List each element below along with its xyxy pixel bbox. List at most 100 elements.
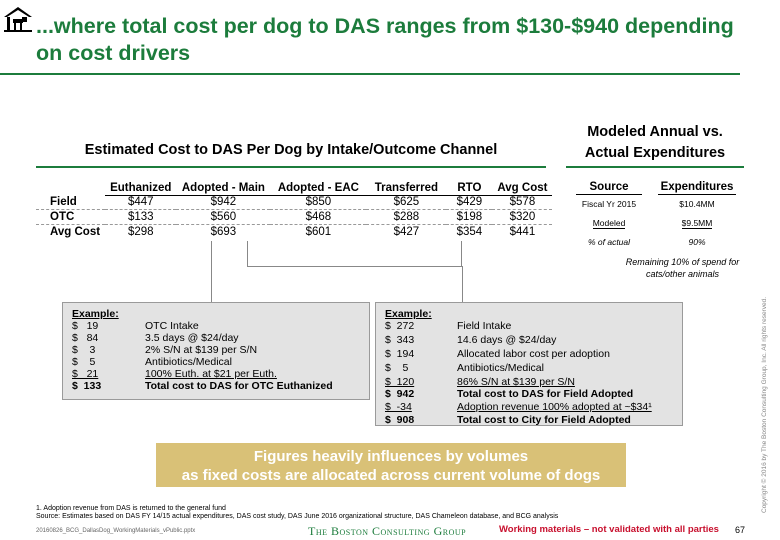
table-cell: $447	[105, 195, 177, 211]
expenditures-heading-line1: Modeled Annual vs.	[587, 124, 723, 140]
table-row: Avg Cost $298 $693 $601 $427 $354 $441	[36, 224, 552, 239]
table-cell: $560	[176, 209, 271, 225]
column-header: RTO	[446, 181, 493, 196]
table-row: OTC $133 $560 $468 $288 $198 $320	[36, 209, 553, 225]
example-line: $ 5 Antibiotics/Medical	[72, 356, 232, 368]
line-amount: $ 5	[385, 362, 409, 374]
table-cell: $441	[509, 225, 536, 238]
column-header: Euthanized	[105, 181, 177, 196]
footnote-source: Source: Estimates based on DAS FY 14/15 …	[36, 513, 559, 520]
connector-line-field	[247, 241, 462, 267]
table-cell: $625	[366, 195, 447, 211]
table-cell: $942	[176, 195, 271, 211]
remaining-spend-note: Remaining 10% of spend for cats/other an…	[625, 257, 740, 279]
column-header: Transferred	[366, 181, 447, 196]
brand-logo: The Boston Consulting Group	[308, 524, 467, 538]
source-column: Source Fiscal Yr 2015 Modeled % of actua…	[576, 181, 642, 252]
row-label: OTC	[36, 209, 106, 225]
connector-line-otc	[211, 241, 212, 302]
expenditure-cell: $9.5MM	[681, 218, 713, 229]
table-cell: $198	[446, 209, 493, 225]
line-amount: $ 5	[72, 356, 96, 368]
example-total-line: $ 908 Total cost to City for Field Adopte…	[385, 414, 631, 426]
row-label: Avg Cost	[50, 225, 101, 238]
line-description: OTC Intake	[145, 320, 199, 332]
table-cell: $429	[446, 195, 493, 211]
expenditures-header: Expenditures	[658, 181, 736, 195]
column-header: Avg Cost	[492, 181, 553, 196]
cost-per-dog-table: Euthanized Adopted - Main Adopted - EAC …	[36, 181, 553, 239]
line-description: Total cost to City for Field Adopted	[457, 414, 631, 426]
table-cell: $298	[127, 225, 154, 238]
row-label: Field	[36, 195, 106, 211]
example-title: Example:	[385, 308, 432, 320]
line-amount: $ 120	[385, 376, 415, 388]
expenditure-cell: $10.4MM	[679, 199, 715, 209]
table-cell: $601	[305, 225, 332, 238]
line-description: 2% S/N at $139 per S/N	[145, 344, 258, 356]
source-header: Source	[576, 181, 642, 195]
line-amount: $ 84	[72, 332, 99, 344]
source-cell: Modeled	[592, 218, 626, 229]
footnote-adoption: 1. Adoption revenue from DAS is returned…	[36, 505, 226, 512]
line-description: Field Intake	[457, 320, 512, 332]
column-header: Adopted - EAC	[270, 181, 367, 196]
expenditures-heading-line2: Actual Expenditures	[584, 145, 726, 161]
home-icon[interactable]	[2, 4, 34, 34]
table-cell: $133	[105, 209, 177, 225]
footnotes: 1. Adoption revenue from DAS is returned…	[36, 505, 558, 521]
expenditures-heading-rule	[566, 166, 744, 168]
table-cell: $468	[270, 209, 367, 225]
takeaway-banner: Figures heavily influences by volumes as…	[156, 443, 626, 487]
expenditures-column: Expenditures $10.4MM $9.5MM 90%	[658, 181, 736, 252]
line-description: 14.6 days @ $24/day	[457, 334, 557, 346]
example-box-field: Example: $ 272 Field Intake $ 343 14.6 day…	[375, 302, 683, 426]
expenditures-heading: Modeled Annual vs. Actual Expenditures	[566, 122, 744, 164]
example-line: $ 19 OTC Intake	[72, 320, 199, 332]
line-amount: $ 133	[72, 380, 102, 392]
warning-text: Working materials – not validated with a…	[499, 524, 719, 535]
line-description: 86% S/N at $139 per S/N	[457, 376, 575, 388]
source-cell: % of actual	[587, 237, 631, 247]
example-line: $ 21 100% Euth. at $21 per Euth.	[72, 368, 277, 380]
example-line: $ 5 Antibiotics/Medical	[385, 362, 544, 374]
example-subtotal-line: $ 942 Total cost to DAS for Field Adopted	[385, 388, 633, 400]
table-row: Field $447 $942 $850 $625 $429 $578	[36, 195, 553, 211]
example-title: Example:	[72, 308, 119, 320]
line-amount: $ 343	[385, 334, 415, 346]
line-amount: $ 272	[385, 320, 415, 332]
example-total-line: $ 133 Total cost to DAS for OTC Euthanize…	[72, 380, 333, 392]
line-amount: $ 194	[385, 348, 415, 360]
line-amount: $ -34	[385, 401, 412, 413]
column-header: Adopted - Main	[176, 181, 271, 196]
example-box-otc: Example: $ 19 OTC Intake $ 84 3.5 days @ $…	[62, 302, 370, 400]
line-description: Total cost to DAS for Field Adopted	[457, 388, 634, 400]
line-description: Adoption revenue 100% adopted at ~$34¹	[457, 401, 652, 413]
banner-line1: Figures heavily influences by volumes	[253, 448, 529, 465]
line-description: Antibiotics/Medical	[457, 362, 544, 374]
file-name: 20160826_BCG_DallasDog_WorkingMaterials_…	[36, 528, 196, 534]
table-cell: $320	[492, 209, 553, 225]
example-line: $ 343 14.6 days @ $24/day	[385, 334, 556, 346]
line-amount: $ 21	[72, 368, 99, 380]
page-title: ...where total cost per dog to DAS range…	[36, 14, 734, 65]
example-line: $ 194 Allocated labor cost per adoption	[385, 348, 610, 360]
example-line: $ 3 2% S/N at $139 per S/N	[72, 344, 257, 356]
line-description: Total cost to DAS for OTC Euthanized	[145, 380, 333, 392]
expenditure-cell: 90%	[688, 237, 706, 247]
table-cell: $427	[393, 225, 420, 238]
line-amount: $ 3	[72, 344, 96, 356]
line-description: 3.5 days @ $24/day	[145, 332, 239, 344]
example-line: $ 84 3.5 days @ $24/day	[72, 332, 239, 344]
row-header-spacer	[36, 181, 105, 195]
table-cell: $578	[492, 195, 553, 211]
example-line: $ 272 Field Intake	[385, 320, 511, 332]
table-cell: $354	[456, 225, 483, 238]
line-amount: $ 942	[385, 388, 415, 400]
banner-line2: as fixed costs are allocated across curr…	[181, 467, 601, 484]
line-description: Antibiotics/Medical	[145, 356, 232, 368]
copyright-notice: Copyright © 2016 by The Boston Consultin…	[761, 296, 768, 513]
cost-table-heading: Estimated Cost to DAS Per Dog by Intake/…	[84, 142, 498, 158]
line-amount: $ 908	[385, 414, 415, 426]
table-cell: $850	[270, 195, 367, 211]
